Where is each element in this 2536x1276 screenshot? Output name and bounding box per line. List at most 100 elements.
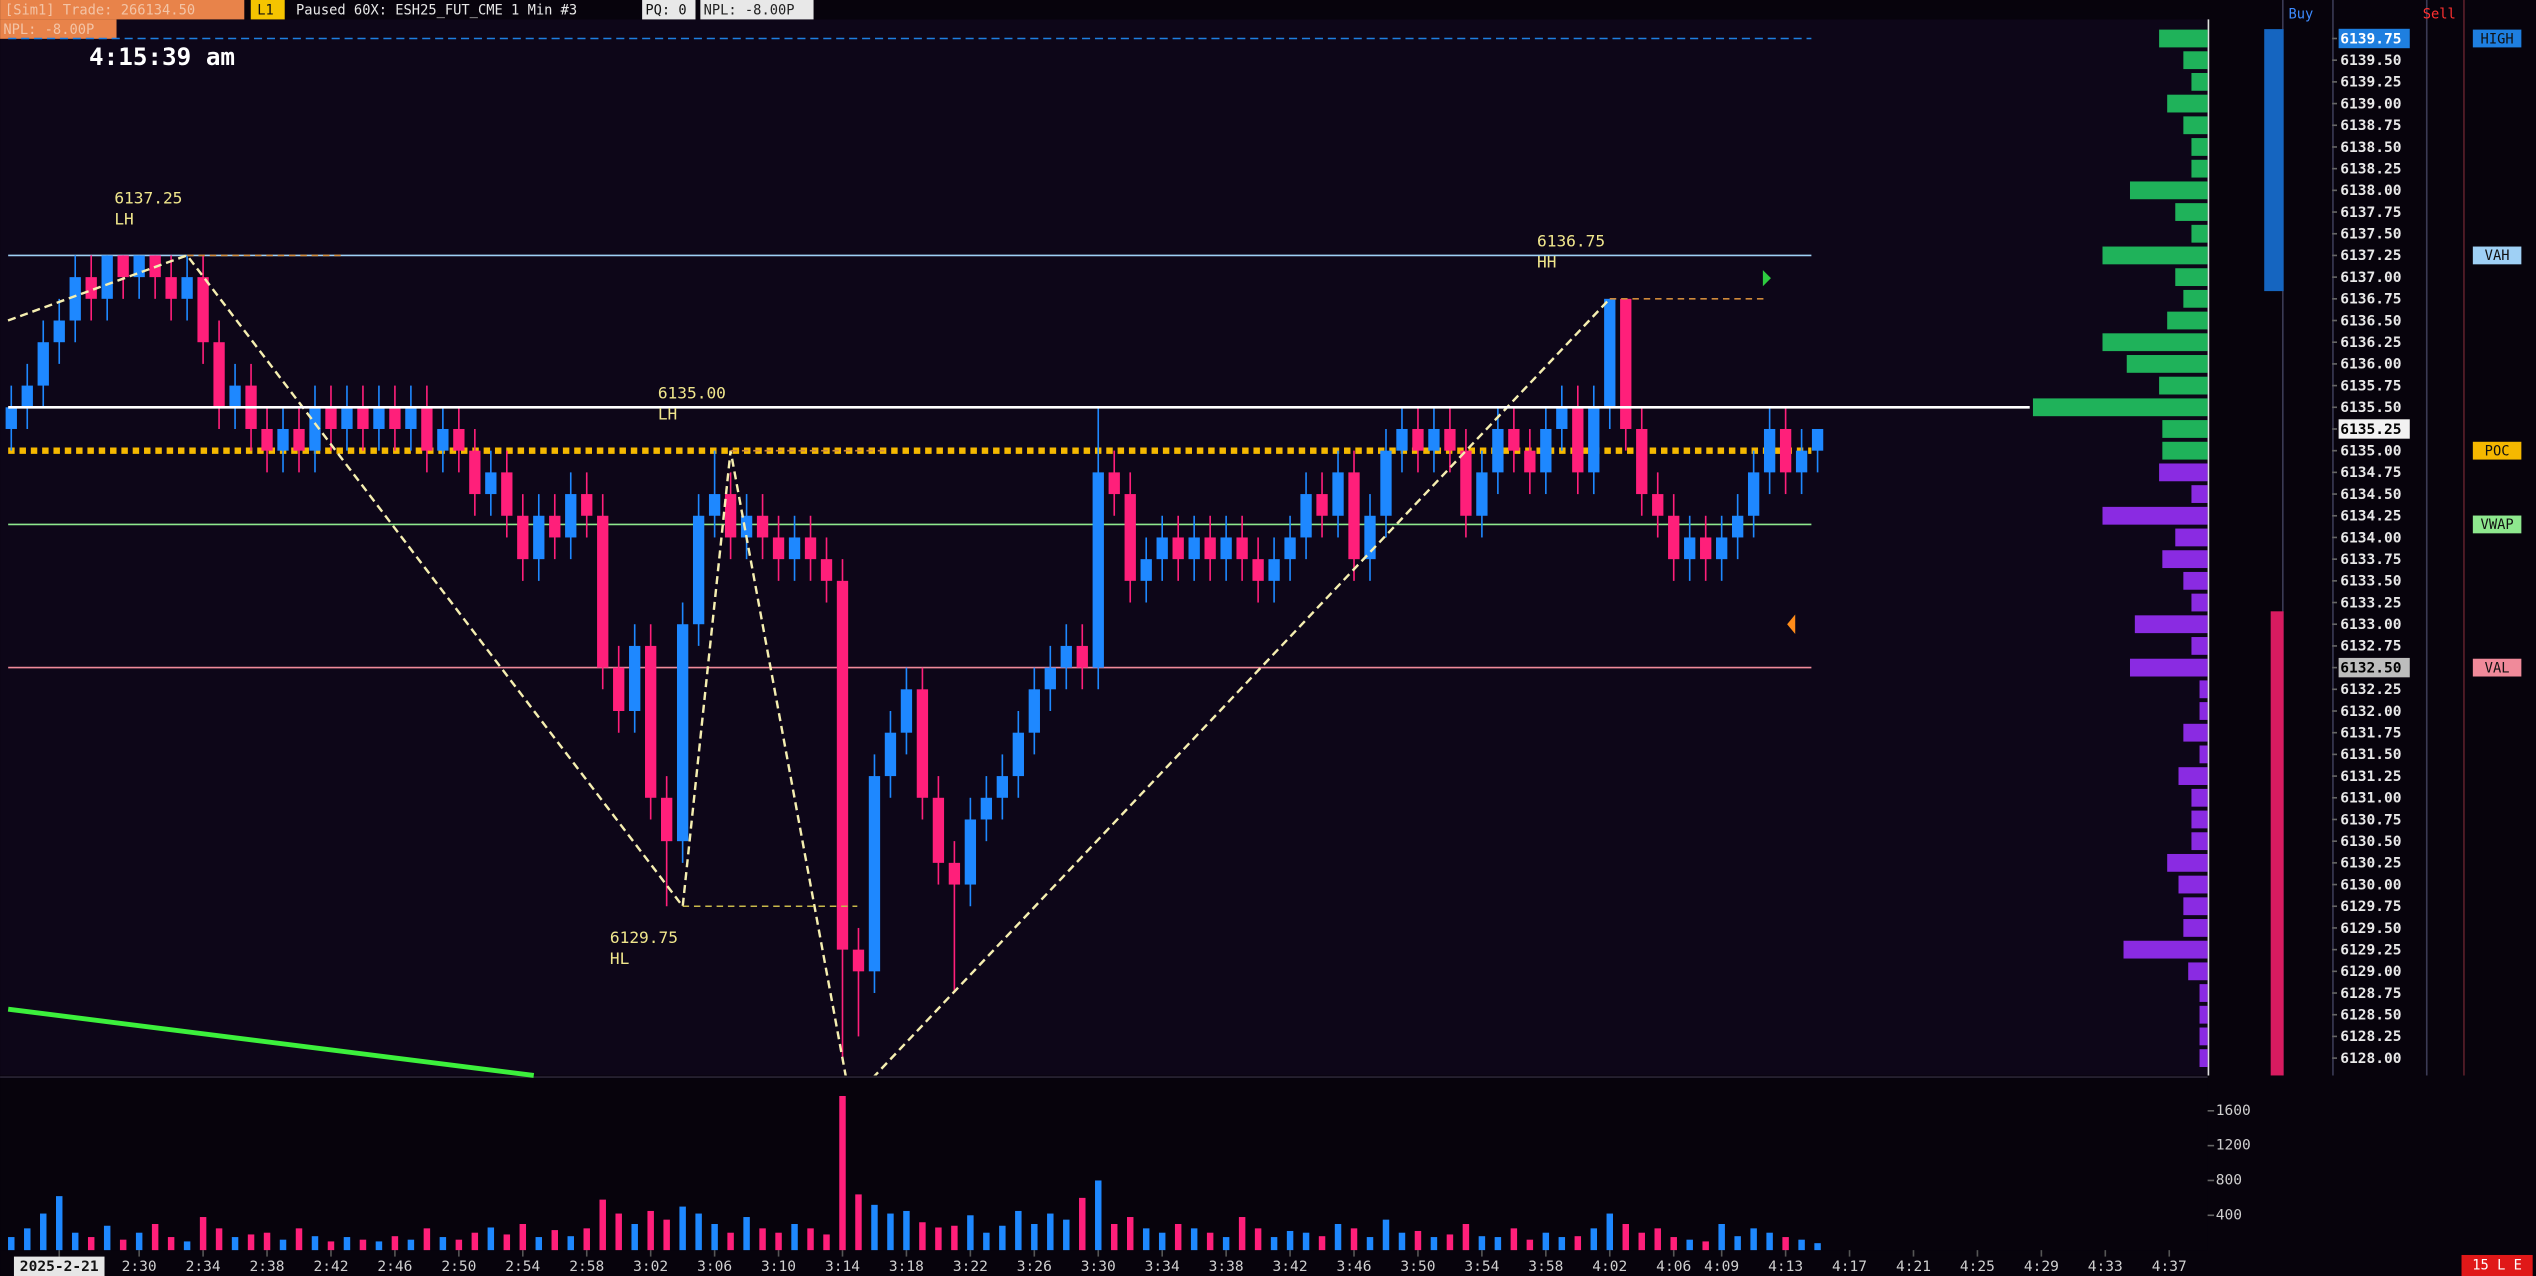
feed: L1 xyxy=(257,3,274,19)
y-tick-label: 6132.75 xyxy=(2340,638,2401,655)
corner-status: 15 L E xyxy=(2472,1257,2522,1273)
profile-bar xyxy=(2162,420,2208,438)
y-tick-label: 6131.00 xyxy=(2340,790,2401,807)
volume-bar xyxy=(567,1236,574,1251)
candle-body xyxy=(1364,515,1376,560)
candle-body xyxy=(1620,298,1632,429)
candle-body xyxy=(1108,472,1120,495)
candle-body xyxy=(661,797,673,842)
candle-body xyxy=(517,515,529,560)
candle-body xyxy=(485,472,497,495)
candle-body xyxy=(1540,428,1552,473)
profile-bar xyxy=(2175,268,2208,287)
candle-body xyxy=(1492,428,1504,473)
candle-body xyxy=(229,385,241,408)
swing-price: 6135.00 xyxy=(658,384,726,403)
price-area xyxy=(5,37,1824,1076)
volume-bar xyxy=(375,1241,383,1251)
volume-bar xyxy=(615,1213,622,1251)
volume-bar xyxy=(855,1194,862,1251)
volume-bar xyxy=(1111,1223,1118,1251)
volume-bar xyxy=(135,1232,143,1251)
candle-body xyxy=(1668,515,1680,560)
profile-bar xyxy=(2183,723,2208,742)
y-tick-label: 6129.75 xyxy=(2340,898,2401,915)
candle-body xyxy=(501,472,513,516)
volume-bar xyxy=(1206,1232,1214,1251)
y-tick-label: 6135.50 xyxy=(2340,399,2401,416)
y-tick-label: 6139.50 xyxy=(2340,52,2401,69)
profile-bar xyxy=(2162,441,2208,460)
y-tick-label: 6128.50 xyxy=(2340,1007,2401,1024)
corner-badge xyxy=(2461,1254,2533,1276)
arrow-marker xyxy=(1762,270,1771,287)
volume-bar xyxy=(983,1232,990,1251)
candle-body xyxy=(581,494,593,516)
pq: PQ: 0 xyxy=(645,3,686,19)
profile-bar xyxy=(2102,246,2208,265)
candle-body xyxy=(1763,428,1776,473)
y-tick-label: 6129.25 xyxy=(2340,941,2401,958)
candle-body xyxy=(1731,515,1744,538)
profile-bar xyxy=(2178,767,2208,785)
volume-bar xyxy=(343,1237,351,1251)
volume-bar xyxy=(1542,1232,1550,1251)
y-tick-label: 6138.25 xyxy=(2340,160,2401,177)
y-tick-label: 6129.50 xyxy=(2340,920,2401,937)
candle-body xyxy=(1188,537,1200,560)
profile-bar xyxy=(2183,919,2208,937)
volume-bar xyxy=(1238,1217,1246,1251)
y-tick-label: 6129.00 xyxy=(2340,963,2401,980)
y-tick-label: 6135.75 xyxy=(2340,377,2401,394)
y-tick-label: 6135.00 xyxy=(2340,442,2401,459)
candle-body xyxy=(868,776,881,972)
volume-bar xyxy=(1270,1237,1278,1251)
volume-bar xyxy=(1222,1237,1230,1251)
volume-bar xyxy=(1398,1232,1406,1251)
volume-bar xyxy=(535,1237,543,1251)
candle-body xyxy=(37,342,49,386)
y-tick-label: 6128.75 xyxy=(2340,985,2401,1002)
profile-bar xyxy=(2199,1027,2208,1046)
zigzag-line xyxy=(7,253,1611,1076)
volume-bar xyxy=(743,1217,750,1251)
candle-body xyxy=(165,277,177,299)
volume-bar xyxy=(1190,1228,1198,1251)
volume-bar xyxy=(1318,1236,1326,1251)
profile-bar xyxy=(2191,224,2208,243)
profile-bar xyxy=(2102,506,2208,525)
candle-body xyxy=(852,949,865,972)
candle-body xyxy=(261,428,273,451)
profile-bar xyxy=(2183,289,2208,308)
x-tick-label: 2:46 xyxy=(377,1258,412,1275)
candle-body xyxy=(1300,494,1312,538)
volume-bar xyxy=(24,1228,31,1251)
profile-bar xyxy=(2191,810,2208,829)
profile-bar xyxy=(2191,159,2208,178)
volume-bar xyxy=(823,1234,830,1251)
profile-bar xyxy=(2199,984,2208,1002)
y-tick-label: 6139.00 xyxy=(2340,95,2401,112)
candle-body xyxy=(1779,428,1792,473)
y-tick-label: 6128.25 xyxy=(2340,1028,2401,1045)
volume-bar xyxy=(1702,1241,1709,1251)
candle-body xyxy=(613,667,625,712)
candle-body xyxy=(1684,537,1696,560)
volume-bar xyxy=(327,1241,335,1251)
account-badge xyxy=(0,0,245,20)
volume-bar xyxy=(1734,1236,1741,1251)
profile-bar xyxy=(2167,853,2208,872)
x-tick-label: 3:30 xyxy=(1081,1258,1116,1275)
x-tick-label: 4:06 xyxy=(1656,1258,1691,1275)
y-tick-label: 6130.50 xyxy=(2340,833,2401,850)
candle-body xyxy=(980,797,993,820)
candle-body xyxy=(788,537,801,560)
candle-body xyxy=(1172,537,1184,560)
volume-bar xyxy=(1142,1228,1150,1251)
candle-body xyxy=(1092,472,1104,668)
profile-bar xyxy=(2183,571,2208,590)
level-badge xyxy=(2472,515,2522,534)
volume-bar xyxy=(1446,1234,1454,1251)
profile-bar xyxy=(2129,658,2208,677)
candle-body xyxy=(1268,559,1280,581)
